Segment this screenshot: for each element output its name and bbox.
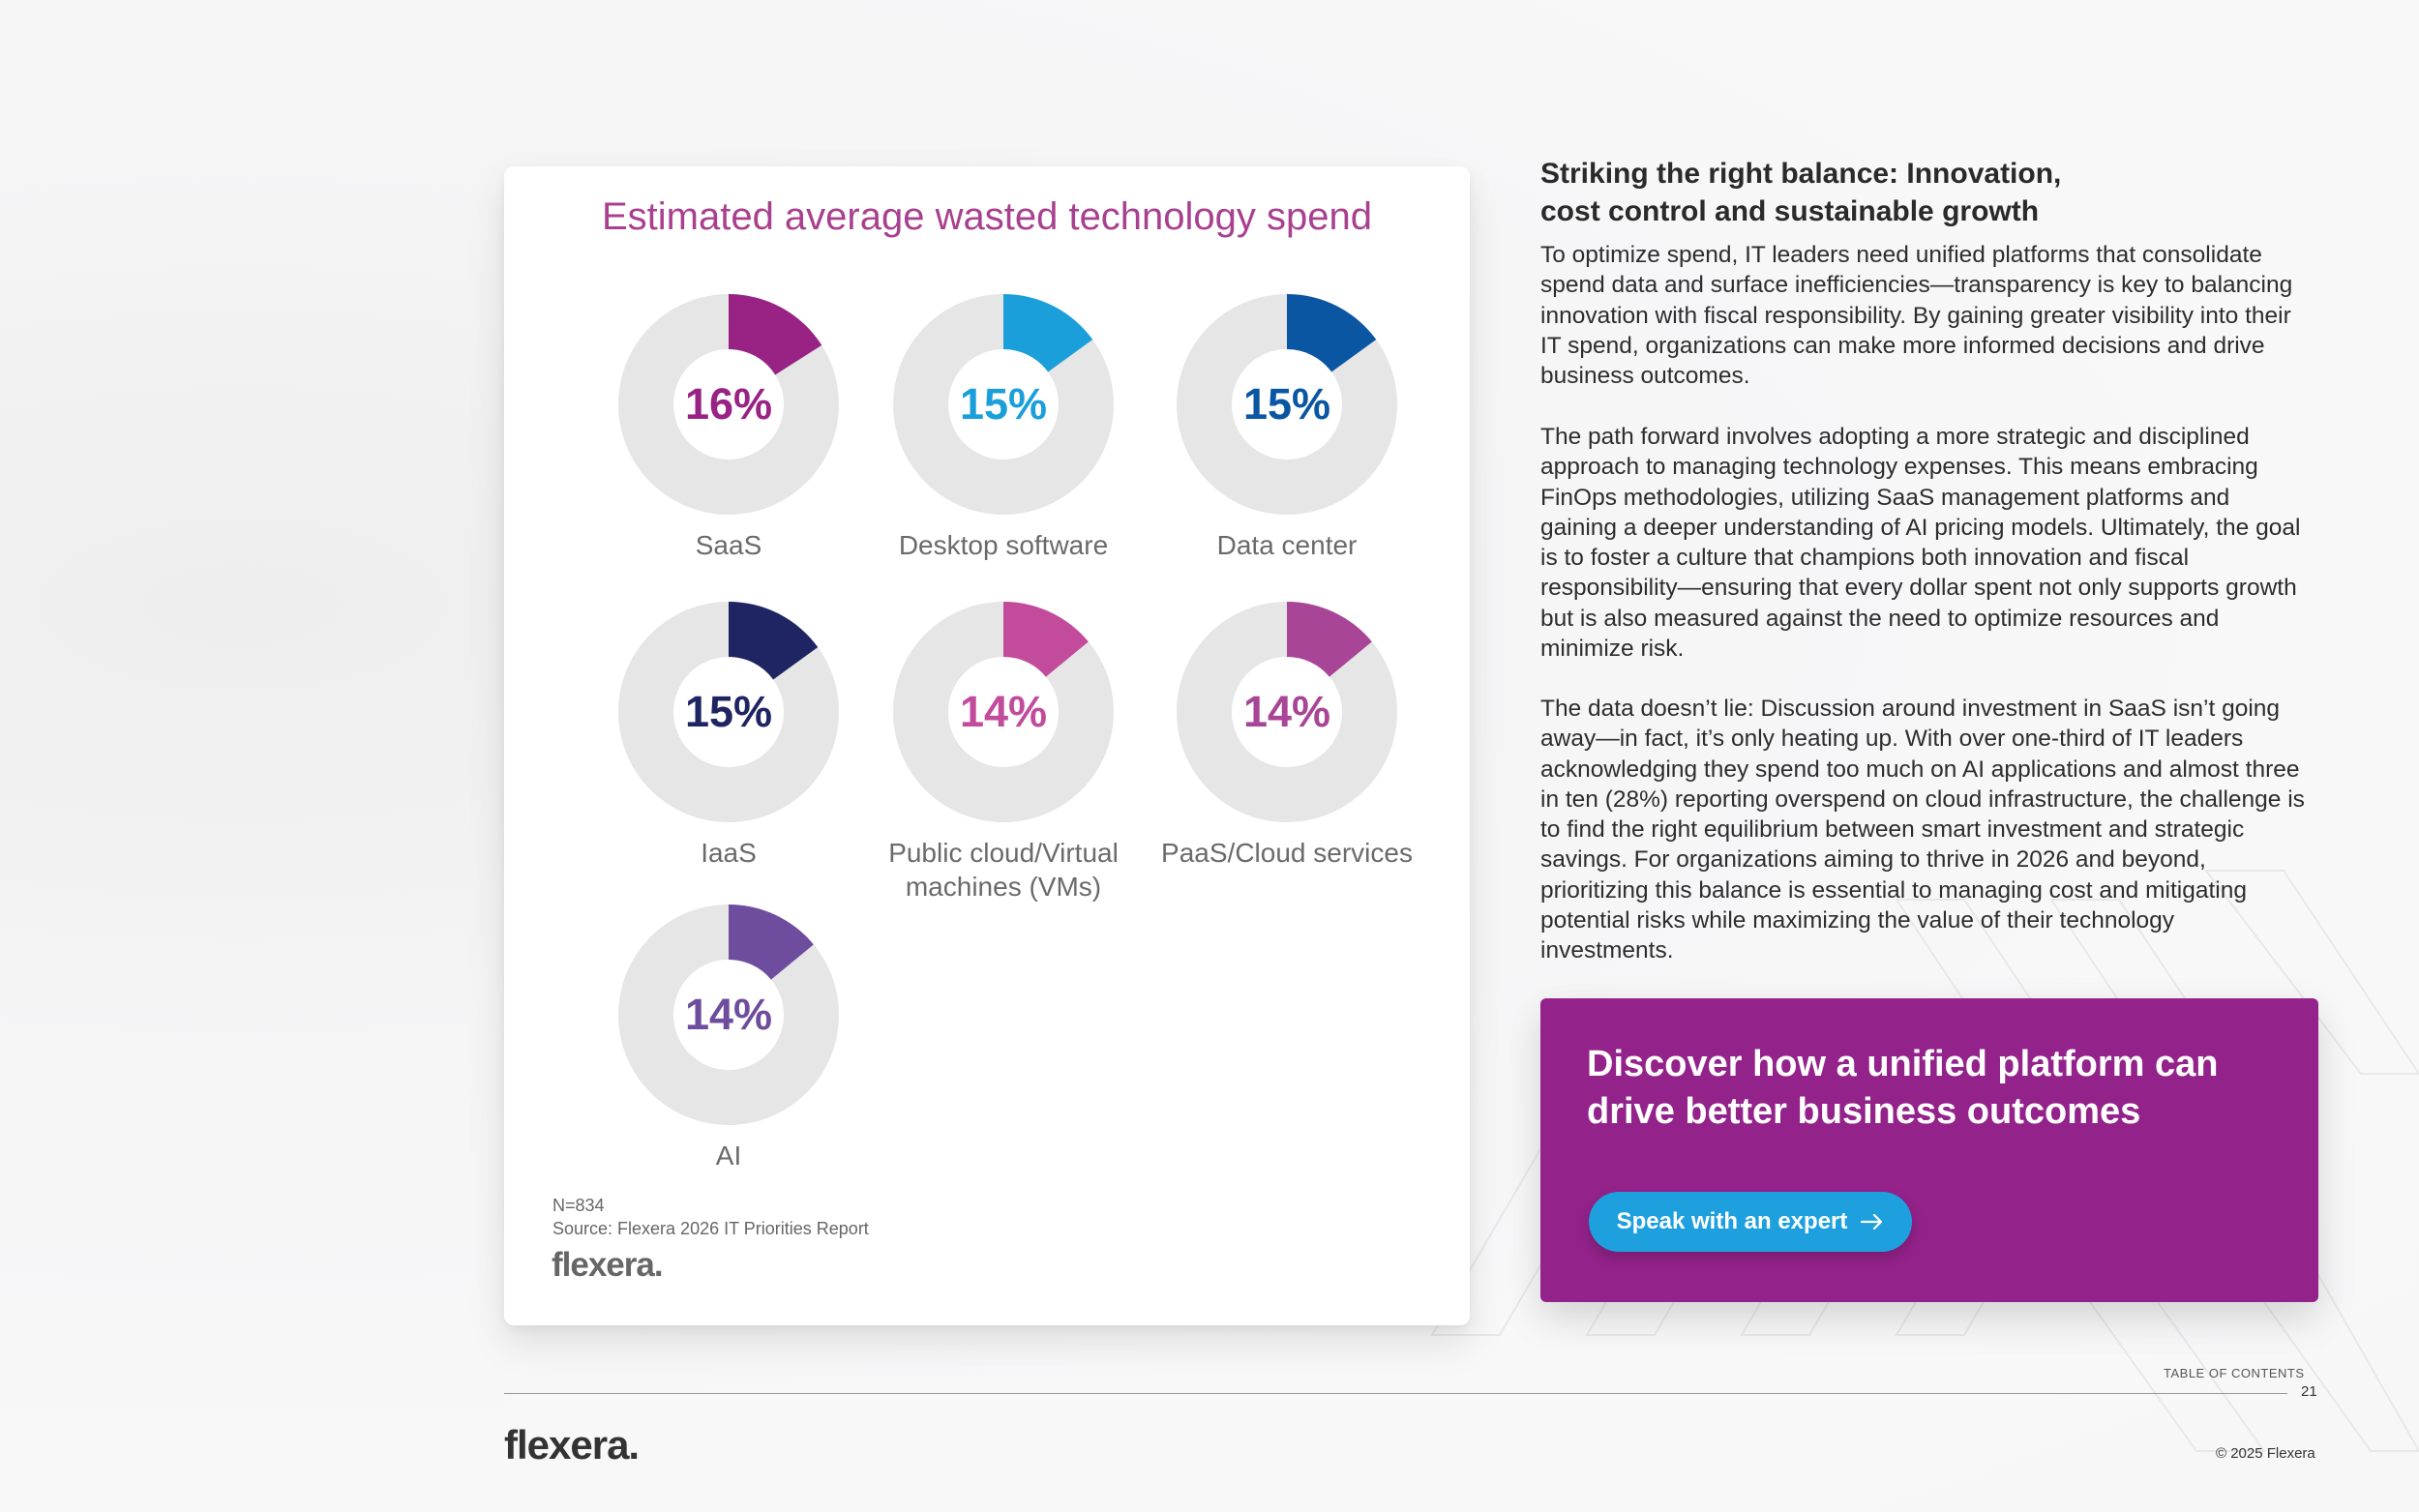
chart-card: Estimated average wasted technology spen… bbox=[504, 166, 1470, 1325]
donut-svg bbox=[618, 294, 839, 515]
paragraph-3: The data doesn’t lie: Discussion around … bbox=[1540, 696, 2305, 964]
donut-segment bbox=[1003, 294, 1093, 372]
arrow-right-icon bbox=[1861, 1214, 1883, 1230]
donut-category-label: Desktop software bbox=[898, 530, 1109, 560]
donut-percent-label: 16% bbox=[684, 379, 773, 429]
donut-percent-label: 15% bbox=[1242, 379, 1331, 429]
donut-svg bbox=[618, 904, 839, 1125]
paragraph-2: The path forward involves adopting a mor… bbox=[1540, 424, 2301, 663]
donut-svg bbox=[1177, 602, 1397, 822]
donut-category-label: SaaS bbox=[695, 530, 762, 560]
donut-percent-label: 15% bbox=[684, 687, 773, 736]
donut-chart: 14% bbox=[616, 903, 841, 1127]
table-of-contents-link[interactable]: TABLE OF CONTENTS bbox=[2164, 1366, 2305, 1380]
cta-panel: Discover how a unified platform can driv… bbox=[1540, 998, 2318, 1302]
donut-segment bbox=[729, 294, 822, 375]
donut-chart: 16% bbox=[616, 292, 841, 517]
donut-svg bbox=[893, 602, 1114, 822]
donut-svg bbox=[1177, 294, 1397, 515]
donut-segment bbox=[1287, 602, 1372, 677]
donut-category-label: AI bbox=[715, 1141, 742, 1171]
donut-chart: 15% bbox=[1175, 292, 1399, 517]
donut-segment bbox=[729, 602, 819, 680]
cta-title: Discover how a unified platform can driv… bbox=[1587, 1044, 2219, 1132]
donut-category-label: Public cloud/Virtual machines (VMs) bbox=[888, 838, 1119, 902]
copyright: © 2025 Flexera bbox=[2216, 1445, 2315, 1462]
chart-title: Estimated average wasted technology spen… bbox=[601, 195, 1373, 238]
flexera-logo: flexera. bbox=[552, 1246, 664, 1284]
donut-svg bbox=[893, 294, 1114, 515]
donut-chart: 14% bbox=[891, 600, 1116, 824]
page-number: 21 bbox=[2301, 1383, 2317, 1400]
donut-category-label: IaaS bbox=[701, 838, 757, 868]
donut-category-label: Data center bbox=[1216, 530, 1358, 560]
donut-chart: 15% bbox=[891, 292, 1116, 517]
donut-percent-label: 15% bbox=[959, 379, 1048, 429]
cta-button-label: Speak with an expert bbox=[1616, 1208, 1848, 1234]
speak-with-expert-button[interactable]: Speak with an expert bbox=[1589, 1192, 1912, 1252]
paragraph-1: To optimize spend, IT leaders need unifi… bbox=[1540, 242, 2293, 390]
sample-size-note: N=834 bbox=[552, 1196, 605, 1215]
footer-flexera-logo: flexera. bbox=[504, 1422, 640, 1468]
donut-svg bbox=[618, 602, 839, 822]
section-heading: Striking the right balance: Innovation, … bbox=[1540, 158, 2062, 227]
donut-category-label: PaaS/Cloud services bbox=[1161, 838, 1413, 868]
donut-segment bbox=[1003, 602, 1089, 677]
donut-percent-label: 14% bbox=[684, 990, 773, 1039]
donut-percent-label: 14% bbox=[1242, 687, 1331, 736]
footer-divider bbox=[504, 1393, 2287, 1394]
donut-segment bbox=[729, 904, 814, 980]
donut-chart: 14% bbox=[1175, 600, 1399, 824]
donut-segment bbox=[1287, 294, 1377, 372]
donut-percent-label: 14% bbox=[959, 687, 1048, 736]
donut-chart: 15% bbox=[616, 600, 841, 824]
source-note: Source: Flexera 2026 IT Priorities Repor… bbox=[552, 1219, 869, 1238]
